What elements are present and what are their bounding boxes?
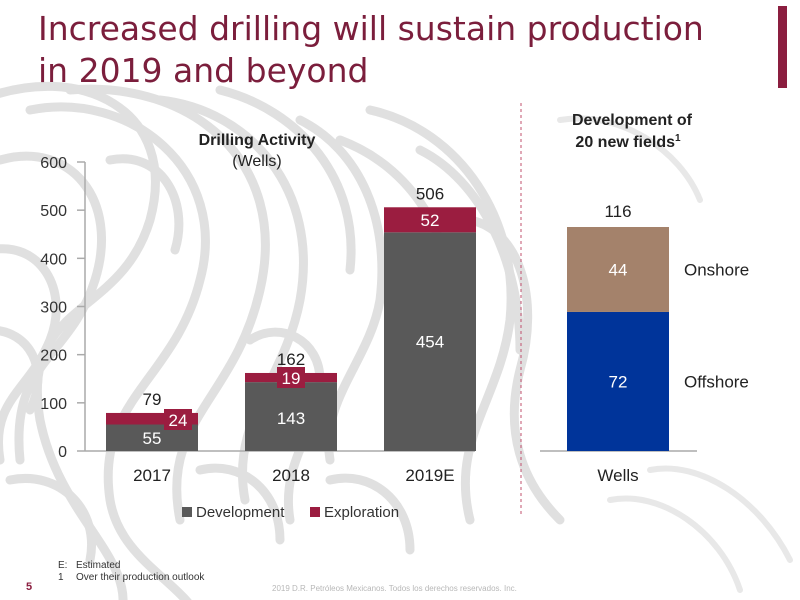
data-label-development-2018: 143 — [277, 409, 305, 428]
accent-bar — [778, 6, 787, 88]
drilling-x-labels: 2017 2018 2019E — [133, 466, 455, 485]
legend-swatch-development — [182, 507, 192, 517]
y-tick-label: 300 — [40, 300, 67, 317]
data-label-exploration-2017: 24 — [169, 411, 188, 430]
footnote-outlook: Over their production outlook — [76, 572, 205, 583]
legend-label-exploration: Exploration — [324, 504, 399, 521]
bar-exploration-2019e — [384, 207, 476, 233]
footnote-key-1: 1 — [58, 572, 64, 583]
x-tick-label-2018: 2018 — [272, 466, 310, 485]
data-label-exploration-2019e: 52 — [421, 211, 440, 230]
bar-offshore — [567, 311, 669, 451]
footnote-key-e: E: — [58, 560, 68, 571]
x-tick-label-2017: 2017 — [133, 466, 171, 485]
drilling-chart-title: Drilling Activity — [199, 132, 316, 149]
data-label-offshore: 72 — [609, 372, 628, 391]
total-label-wells: 116 — [604, 202, 631, 221]
exploration-label-box-2018 — [277, 367, 305, 388]
bar-exploration-2017 — [106, 412, 198, 425]
title-line-2: in 2019 and beyond — [38, 51, 369, 90]
exploration-label-box-2017 — [164, 409, 192, 430]
drilling-chart-subtitle: (Wells) — [232, 153, 281, 170]
x-tick-label-2019e: 2019E — [405, 466, 454, 485]
total-label-2019e: 506 — [416, 184, 444, 203]
y-tick-label: 0 — [58, 444, 67, 461]
y-axis-ticks: 0 100 200 300 400 500 600 — [40, 155, 85, 461]
page-title: Increased drilling will sustain producti… — [38, 8, 758, 92]
data-label-development-2017: 55 — [143, 429, 162, 448]
y-tick-label: 600 — [40, 155, 67, 172]
drilling-legend: Development Exploration — [182, 504, 399, 521]
fields-x-labels: Wells — [597, 466, 638, 485]
footnote-estimated: Estimated — [76, 560, 121, 571]
fields-chart-title-line-1: Development of — [572, 112, 693, 129]
fields-bars: 72 44 116 — [567, 202, 669, 451]
page-number: 5 — [26, 581, 33, 593]
y-tick-label: 400 — [40, 251, 67, 268]
legend-swatch-exploration — [310, 507, 320, 517]
total-label-2017: 79 — [143, 390, 162, 409]
series-label-onshore: Onshore — [684, 260, 749, 279]
fields-chart-title-line-2: 20 new fields1 — [575, 133, 681, 151]
fields-series-labels: Offshore Onshore — [684, 260, 749, 391]
fields-chart-title-sup: 1 — [675, 133, 681, 144]
y-tick-label: 100 — [40, 396, 67, 413]
y-tick-label: 200 — [40, 348, 67, 365]
bar-development-2018 — [245, 382, 337, 451]
data-label-onshore: 44 — [609, 260, 628, 279]
title-line-1: Increased drilling will sustain producti… — [38, 9, 704, 48]
bar-development-2019e — [384, 232, 476, 451]
x-tick-label-wells: Wells — [597, 466, 638, 485]
data-label-development-2019e: 454 — [416, 333, 444, 352]
data-label-exploration-2018: 19 — [282, 369, 301, 388]
series-label-offshore: Offshore — [684, 372, 749, 391]
legend-label-development: Development — [196, 504, 285, 521]
y-tick-label: 500 — [40, 203, 67, 220]
fields-chart-title-text: 20 new fields — [575, 134, 675, 151]
bar-onshore — [567, 227, 669, 312]
total-label-2018: 162 — [277, 350, 305, 369]
copyright-text: 2019 D.R. Petróleos Mexicanos. Todos los… — [272, 584, 517, 593]
